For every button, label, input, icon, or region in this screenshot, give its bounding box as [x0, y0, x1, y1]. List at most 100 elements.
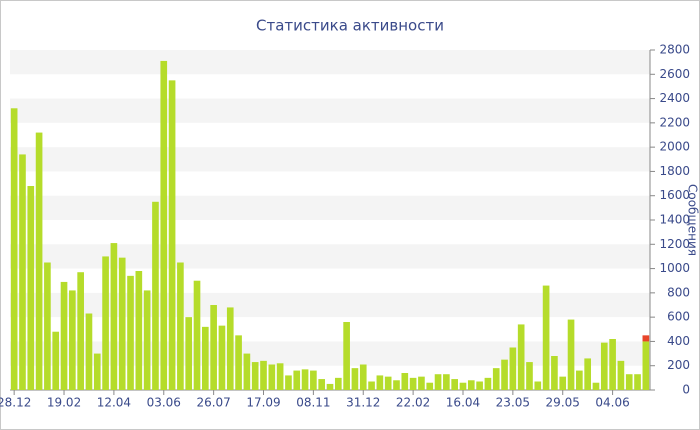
bar — [584, 358, 591, 390]
y-tick-label: 2800 — [659, 43, 690, 57]
bar — [492, 368, 500, 390]
y-tick-label: 800 — [667, 285, 690, 299]
bar — [251, 362, 259, 390]
bar — [576, 370, 583, 390]
bar — [310, 370, 317, 390]
x-tick-label: 26.07 — [196, 396, 230, 410]
x-tick-label: 22.02 — [396, 396, 430, 410]
grid-band — [10, 147, 650, 172]
bar — [534, 381, 542, 390]
bar — [484, 377, 492, 390]
bar — [168, 80, 176, 390]
bar — [509, 347, 517, 390]
bar — [102, 256, 109, 390]
bar — [334, 377, 342, 390]
bar — [35, 132, 43, 391]
y-tick-label: 1400 — [659, 213, 690, 227]
x-tick-label: 28.12 — [0, 396, 31, 410]
bar — [77, 272, 84, 390]
bar — [517, 324, 525, 390]
bar — [301, 369, 309, 390]
grid-band — [10, 98, 650, 123]
bar — [60, 281, 68, 390]
grid-band — [10, 195, 650, 220]
y-tick-label: 1800 — [659, 164, 690, 178]
y-tick-label: 1600 — [659, 188, 690, 202]
bar — [276, 363, 284, 390]
chart-title: Статистика активности — [256, 17, 444, 35]
grid-band — [10, 50, 650, 75]
y-tick-label: 1200 — [659, 237, 690, 251]
bar — [551, 356, 558, 390]
bar — [368, 381, 375, 390]
bar — [143, 290, 151, 390]
bar — [476, 381, 483, 390]
bar — [393, 380, 400, 390]
bar — [592, 382, 600, 390]
bar — [268, 364, 276, 390]
bar — [359, 364, 367, 390]
bar — [600, 342, 608, 390]
bar — [243, 353, 251, 390]
bar — [642, 341, 650, 390]
bar — [609, 339, 616, 390]
bar — [318, 379, 326, 390]
bar — [293, 370, 301, 390]
bar — [235, 335, 242, 390]
x-tick-label: 29.05 — [546, 396, 580, 410]
bar — [567, 319, 575, 390]
bar — [193, 280, 201, 390]
bar — [625, 374, 633, 390]
x-tick-label: 08.11 — [296, 396, 330, 410]
bar — [260, 360, 267, 390]
bar — [93, 353, 101, 390]
x-tick-label: 17.09 — [246, 396, 280, 410]
bar — [384, 376, 392, 390]
x-tick-label: 23.05 — [496, 396, 530, 410]
bar — [19, 154, 26, 390]
bar — [127, 275, 134, 390]
bar — [559, 376, 567, 390]
y-tick-label: 2400 — [659, 91, 690, 105]
x-tick-label: 12.04 — [97, 396, 131, 410]
bar — [85, 313, 93, 390]
y-tick-label: 2200 — [659, 115, 690, 129]
bar — [418, 376, 425, 390]
bar — [542, 285, 550, 390]
bar — [118, 257, 126, 390]
bar — [44, 262, 51, 390]
bar — [152, 201, 159, 390]
bar — [160, 60, 168, 391]
y-tick-label: 2600 — [659, 67, 690, 81]
bar — [376, 375, 384, 390]
bar — [343, 322, 350, 390]
bar — [52, 331, 60, 390]
bar — [451, 379, 458, 390]
bar — [185, 317, 193, 390]
bar — [409, 377, 417, 390]
bar — [467, 380, 475, 390]
bar — [226, 307, 234, 390]
bar — [202, 326, 209, 390]
bar — [110, 243, 118, 390]
bar — [434, 374, 442, 390]
bar — [526, 362, 533, 390]
y-axis-label: Сообщения — [686, 184, 700, 256]
bar — [218, 325, 226, 390]
bar — [177, 262, 184, 390]
bar — [634, 374, 641, 390]
bar — [27, 186, 35, 390]
bar — [285, 375, 292, 390]
y-tick-label: 1000 — [659, 261, 690, 275]
x-tick-label: 16.04 — [446, 396, 480, 410]
x-tick-label: 31.12 — [346, 396, 380, 410]
bar — [617, 360, 625, 390]
bar — [443, 374, 450, 390]
y-tick-label: 200 — [667, 358, 690, 372]
bar — [69, 290, 76, 390]
bar — [351, 368, 359, 390]
x-tick-label: 04.06 — [595, 396, 629, 410]
x-tick-label: 19.02 — [47, 396, 81, 410]
y-tick-label: 600 — [667, 310, 690, 324]
